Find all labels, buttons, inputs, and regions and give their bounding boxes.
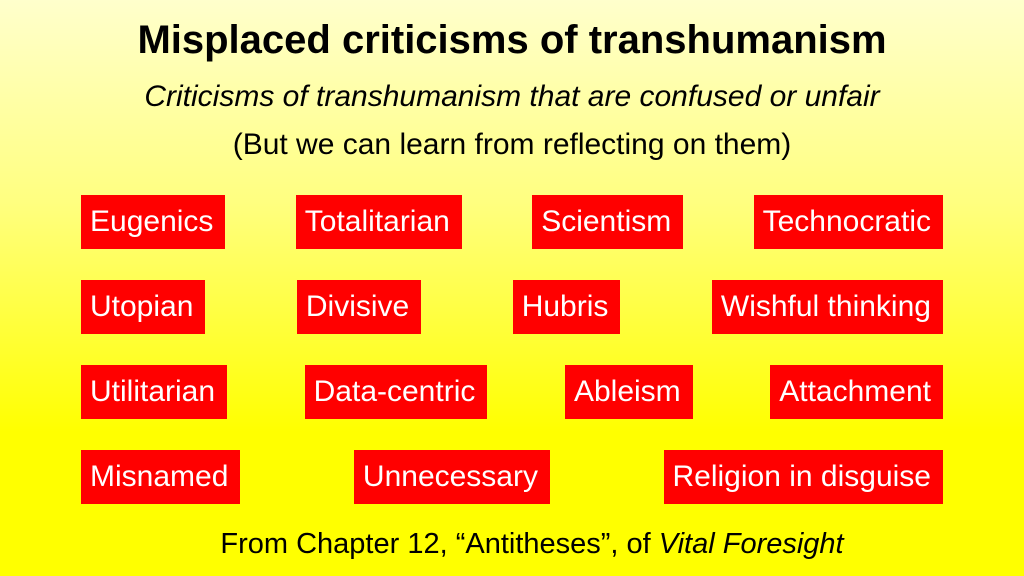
criticism-tag: Utilitarian (81, 365, 228, 419)
criticism-tag: Technocratic (753, 195, 943, 249)
footer: From Chapter 12, “Antitheses”, of Vital … (20, 528, 1024, 561)
criticism-tag: Misnamed (81, 450, 241, 504)
footer-text: From Chapter 12, “Antitheses”, of (220, 528, 651, 560)
title: Misplaced criticisms of transhumanism (137, 18, 887, 62)
tag-row: Eugenics Totalitarian Scientism Technocrati… (81, 195, 943, 249)
criticism-tag: Hubris (512, 280, 621, 334)
tag-row: Misnamed Unnecessary Religion in disguise (81, 450, 943, 504)
note: (But we can learn from reflecting on the… (232, 128, 792, 161)
criticism-tag: Divisive (296, 280, 422, 334)
tag-row: Utilitarian Data-centric Ableism Attachment (81, 365, 943, 419)
criticism-tag: Unnecessary (353, 450, 550, 504)
criticism-tag: Data-centric (304, 365, 488, 419)
criticism-tag: Wishful thinking (711, 280, 943, 334)
tag-grid: Eugenics Totalitarian Scientism Technocrati… (81, 195, 943, 535)
criticism-tag: Utopian (81, 280, 206, 334)
subtitle: Criticisms of transhumanism that are con… (144, 80, 880, 113)
criticism-tag: Attachment (770, 365, 943, 419)
criticism-tag: Ableism (564, 365, 693, 419)
criticism-tag: Totalitarian (295, 195, 462, 249)
tag-row: Utopian Divisive Hubris Wishful thinking (81, 280, 943, 334)
criticism-tag: Scientism (532, 195, 684, 249)
criticism-tag: Religion in disguise (663, 450, 943, 504)
book-title: Vital Foresight (658, 528, 844, 560)
criticism-tag: Eugenics (81, 195, 226, 249)
